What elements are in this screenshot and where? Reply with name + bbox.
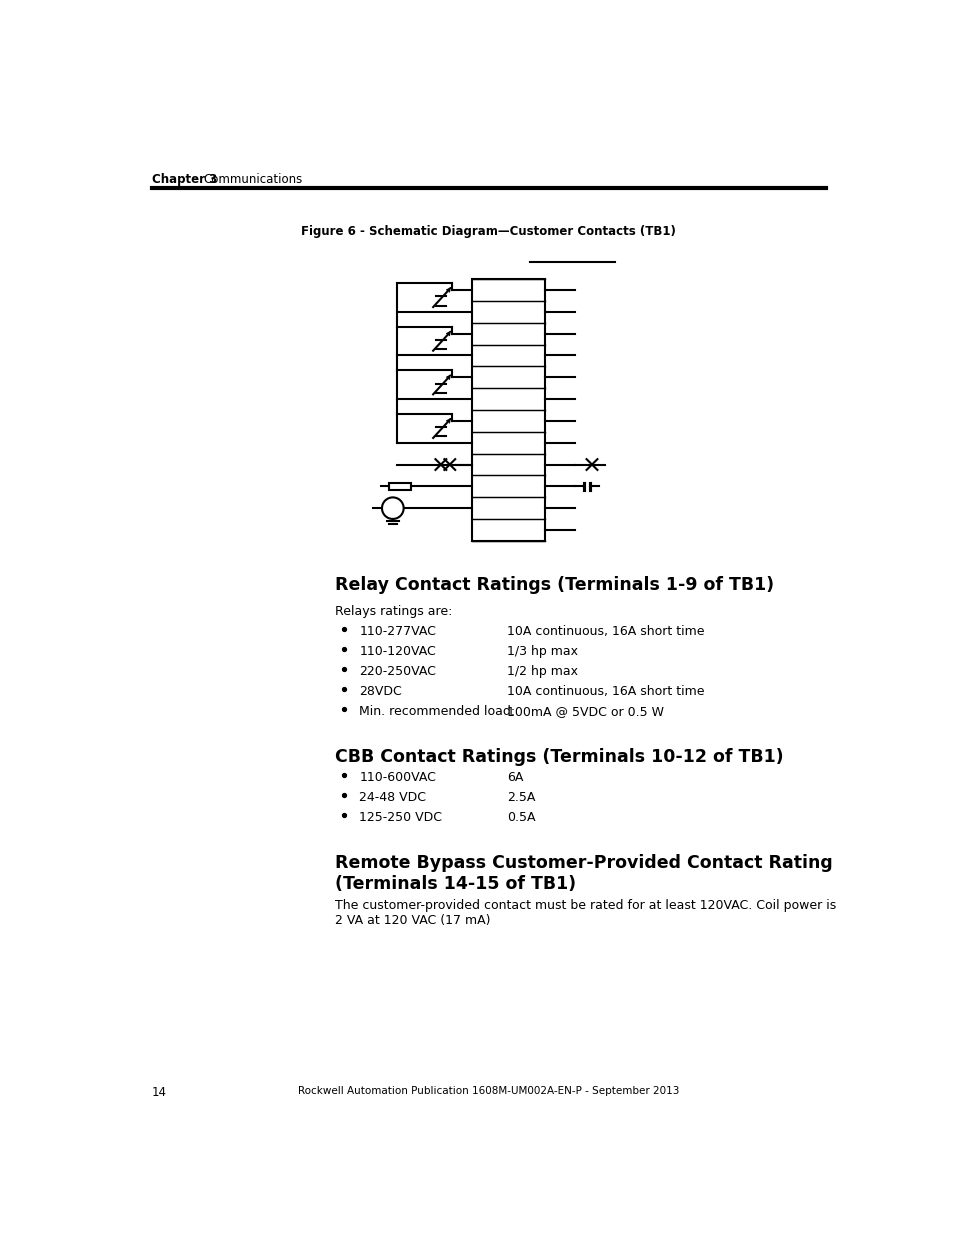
Text: 10A continuous, 16A short time: 10A continuous, 16A short time [506, 625, 703, 637]
Bar [389, 483, 410, 490]
Text: 0.5A: 0.5A [506, 811, 535, 824]
Text: 10A continuous, 16A short time: 10A continuous, 16A short time [506, 685, 703, 698]
Text: 110-600VAC: 110-600VAC [359, 771, 436, 784]
Text: Remote Bypass Customer-Provided Contact Rating
(Terminals 14-15 of TB1): Remote Bypass Customer-Provided Contact … [335, 855, 832, 893]
Text: Min. recommended load:: Min. recommended load: [359, 705, 515, 718]
Text: 125-250 VDC: 125-250 VDC [359, 811, 442, 824]
Text: 2.5A: 2.5A [506, 792, 535, 804]
Text: Relays ratings are:: Relays ratings are: [335, 605, 453, 618]
Text: Communications: Communications [203, 173, 302, 185]
Text: Relay Contact Ratings (Terminals 1-9 of TB1): Relay Contact Ratings (Terminals 1-9 of … [335, 576, 774, 594]
Text: 28VDC: 28VDC [359, 685, 402, 698]
Text: Figure 6 - Schematic Diagram—Customer Contacts (TB1): Figure 6 - Schematic Diagram—Customer Co… [301, 225, 676, 238]
Text: 220-250VAC: 220-250VAC [359, 664, 436, 678]
Text: 24-48 VDC: 24-48 VDC [359, 792, 426, 804]
Text: The customer-provided contact must be rated for at least 120VAC. Coil power is
2: The customer-provided contact must be ra… [335, 899, 836, 927]
Text: 100mA @ 5VDC or 0.5 W: 100mA @ 5VDC or 0.5 W [506, 705, 663, 718]
Text: 14: 14 [152, 1086, 167, 1099]
Text: 6A: 6A [506, 771, 522, 784]
Text: Rockwell Automation Publication 1608M-UM002A-EN-P - September 2013: Rockwell Automation Publication 1608M-UM… [298, 1086, 679, 1095]
Text: CBB Contact Ratings (Terminals 10-12 of TB1): CBB Contact Ratings (Terminals 10-12 of … [335, 748, 783, 766]
Text: 110-277VAC: 110-277VAC [359, 625, 436, 637]
Bar [472, 279, 545, 541]
Text: 1/2 hp max: 1/2 hp max [506, 664, 578, 678]
Text: 110-120VAC: 110-120VAC [359, 645, 436, 658]
Text: 1/3 hp max: 1/3 hp max [506, 645, 578, 658]
Text: Chapter 3: Chapter 3 [152, 173, 217, 185]
